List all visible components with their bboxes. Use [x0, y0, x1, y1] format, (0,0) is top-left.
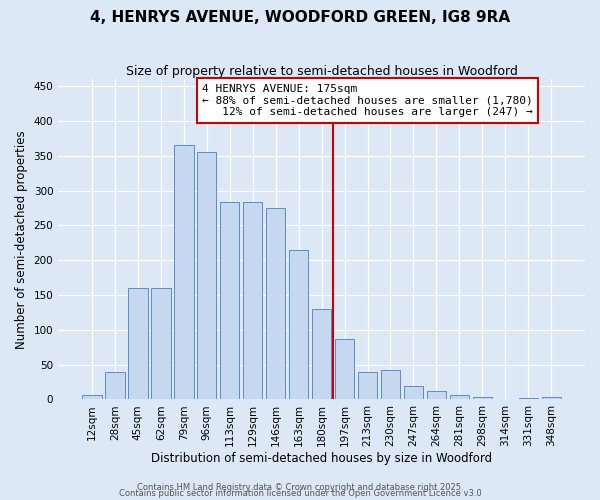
Bar	[151, 288, 170, 400]
Text: Contains HM Land Registry data © Crown copyright and database right 2025.: Contains HM Land Registry data © Crown c…	[137, 484, 463, 492]
Bar	[312, 309, 331, 400]
Bar	[518, 398, 538, 400]
Y-axis label: Number of semi-detached properties: Number of semi-detached properties	[15, 130, 28, 348]
Bar	[266, 208, 286, 400]
Bar	[243, 202, 262, 400]
Bar	[358, 372, 377, 400]
Bar	[174, 146, 194, 400]
Bar	[427, 391, 446, 400]
Bar	[82, 394, 101, 400]
Bar	[128, 288, 148, 400]
Title: Size of property relative to semi-detached houses in Woodford: Size of property relative to semi-detach…	[125, 65, 518, 78]
Bar	[381, 370, 400, 400]
Bar	[542, 396, 561, 400]
Bar	[473, 398, 492, 400]
Bar	[449, 394, 469, 400]
Text: 4, HENRYS AVENUE, WOODFORD GREEN, IG8 9RA: 4, HENRYS AVENUE, WOODFORD GREEN, IG8 9R…	[90, 10, 510, 25]
Bar	[289, 250, 308, 400]
Bar	[197, 152, 217, 400]
Text: 4 HENRYS AVENUE: 175sqm
← 88% of semi-detached houses are smaller (1,780)
   12%: 4 HENRYS AVENUE: 175sqm ← 88% of semi-de…	[202, 84, 533, 117]
Bar	[105, 372, 125, 400]
Bar	[220, 202, 239, 400]
Bar	[404, 386, 423, 400]
Bar	[335, 339, 355, 400]
X-axis label: Distribution of semi-detached houses by size in Woodford: Distribution of semi-detached houses by …	[151, 452, 492, 465]
Text: Contains public sector information licensed under the Open Government Licence v3: Contains public sector information licen…	[119, 490, 481, 498]
